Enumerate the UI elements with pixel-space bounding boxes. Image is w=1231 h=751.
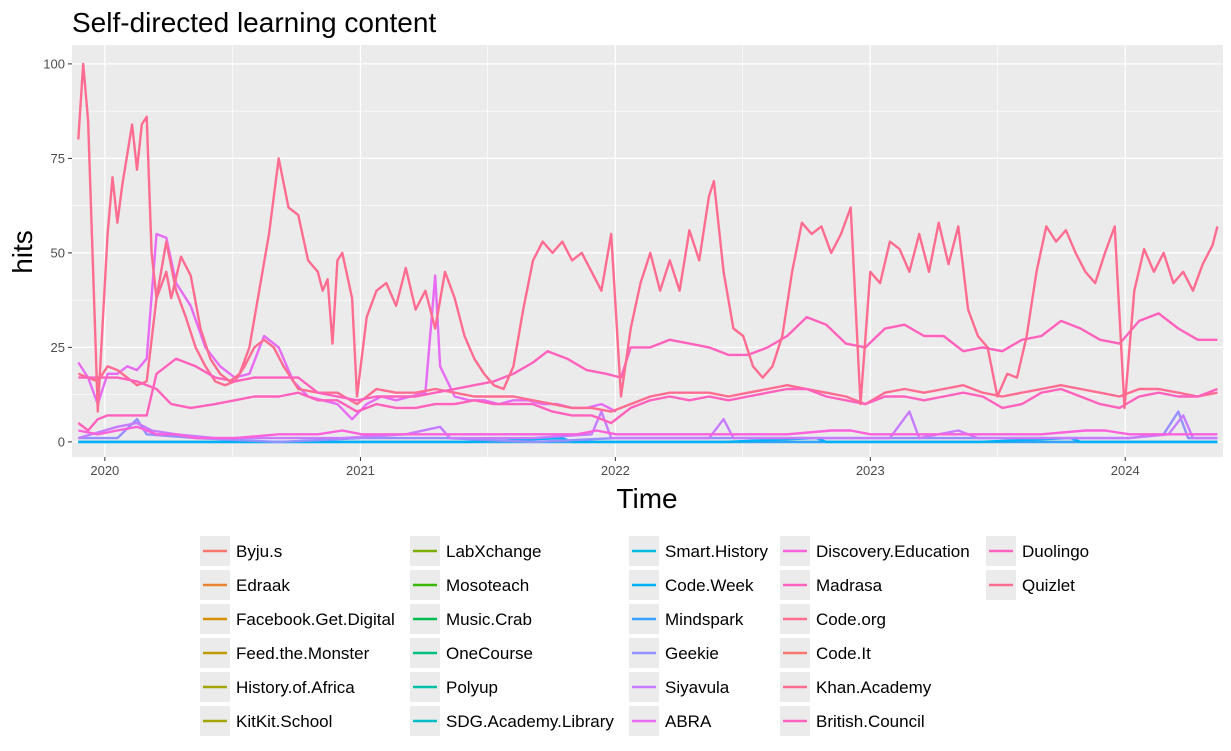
series-line-british-council — [78, 376, 1218, 425]
legend-label: Polyup — [446, 678, 498, 697]
legend-label: Siyavula — [665, 678, 730, 697]
x-tick-label: 2024 — [1111, 463, 1140, 478]
legend-label: Byju.s — [236, 542, 282, 561]
plot-panel — [72, 45, 1223, 457]
legend-label: Duolingo — [1022, 542, 1089, 561]
legend-label: Quizlet — [1022, 576, 1075, 595]
grid-minor — [72, 45, 1223, 457]
legend-label: Mindspark — [665, 610, 744, 629]
legend-label: ABRA — [665, 712, 712, 731]
legend-label: Code.Week — [665, 576, 754, 595]
legend-label: Discovery.Education — [816, 542, 970, 561]
legend-label: Edraak — [236, 576, 290, 595]
legend-label: Music.Crab — [446, 610, 532, 629]
y-tick-label: 0 — [58, 434, 65, 449]
y-tick-label: 100 — [43, 56, 65, 71]
x-tick-label: 2022 — [601, 463, 630, 478]
y-tick-label: 75 — [51, 151, 65, 166]
x-tick-label: 2023 — [856, 463, 885, 478]
legend-label: OneCourse — [446, 644, 533, 663]
x-tick-label: 2021 — [346, 463, 375, 478]
y-tick-label: 50 — [51, 245, 65, 260]
x-axis: 2020 2021 2022 2023 2024 — [90, 457, 1140, 478]
series-layer — [77, 62, 1219, 444]
legend-label: Feed.the.Monster — [236, 644, 370, 663]
chart-title: Self-directed learning content — [72, 7, 436, 38]
legend-label: Madrasa — [816, 576, 883, 595]
legend-label: SDG.Academy.Library — [446, 712, 614, 731]
series-line-khan-academy — [77, 240, 1218, 413]
series-line-quizlet — [77, 62, 1219, 413]
y-axis-title: hits — [7, 230, 38, 274]
legend-label: Code.org — [816, 610, 886, 629]
y-tick-label: 25 — [51, 340, 65, 355]
x-tick-label: 2020 — [90, 463, 119, 478]
x-axis-title: Time — [616, 483, 677, 514]
legend-label: Mosoteach — [446, 576, 529, 595]
legend-label: Code.It — [816, 644, 871, 663]
legend-label: Smart.History — [665, 542, 768, 561]
series-line-code-it — [77, 232, 617, 421]
y-axis: 0 25 50 75 100 — [43, 56, 72, 449]
legend-label: Facebook.Get.Digital — [236, 610, 395, 629]
legend-label: Khan.Academy — [816, 678, 932, 697]
legend-label: KitKit.School — [236, 712, 332, 731]
series-line-code-org — [78, 425, 1218, 440]
legend-label: History.of.Africa — [236, 678, 355, 697]
legend: Byju.s Edraak Facebook.Get.Digital Feed.the… — [200, 536, 1089, 736]
legend-label: Geekie — [665, 644, 719, 663]
legend-label: LabXchange — [446, 542, 541, 561]
legend-label: British.Council — [816, 712, 925, 731]
